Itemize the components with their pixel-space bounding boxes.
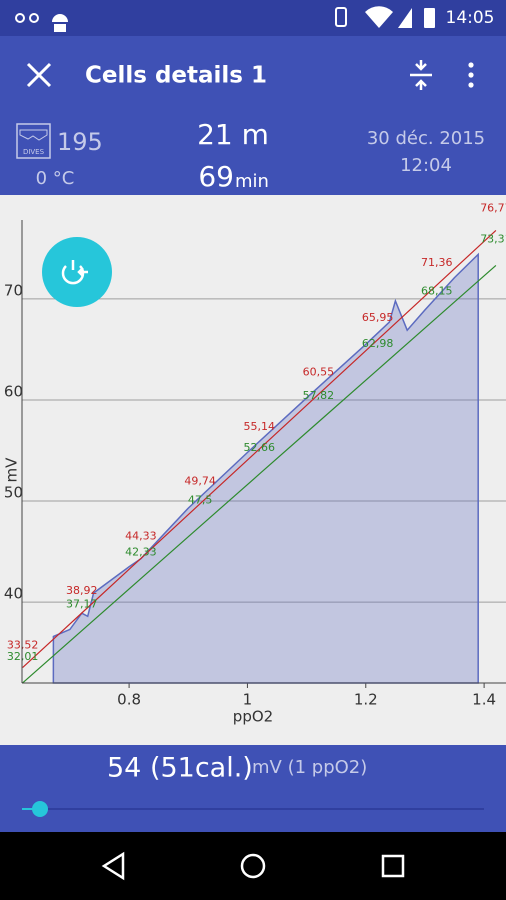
wifi-icon [365, 6, 393, 29]
footer [0, 745, 506, 832]
status-time: 14:05 [446, 8, 495, 28]
value-label: 38,92 [66, 584, 98, 597]
voicemail-icon [15, 13, 25, 23]
value-label: 65,95 [362, 311, 394, 324]
fab-icon [61, 260, 88, 285]
y-axis-label: mV [3, 457, 21, 483]
home-button[interactable] [240, 853, 266, 879]
battery-icon [424, 8, 435, 28]
signal-icon [398, 8, 412, 28]
value-label: 57,82 [303, 389, 335, 402]
x-axis-label: ppO2 [233, 708, 273, 726]
duration: 69 [198, 160, 234, 193]
line [22, 229, 497, 669]
value-label: 76,77 [480, 201, 506, 214]
footer-value: 54 (51cal.) [107, 753, 253, 784]
fab-button[interactable] [42, 237, 112, 307]
toolbar-title: Cells details 1 [85, 63, 267, 89]
vibrate-icon [335, 7, 347, 27]
compress-button[interactable] [410, 60, 432, 90]
value-label: 37,17 [66, 598, 98, 611]
recents-button[interactable] [381, 854, 405, 878]
line [22, 264, 497, 684]
dive-time: 12:04 [400, 155, 452, 176]
value-label: 68,15 [421, 285, 453, 298]
y-tick-label: 60 [4, 382, 23, 400]
slider-thumb[interactable] [32, 801, 48, 817]
close-button[interactable] [26, 62, 52, 88]
x-tick-label: 1.4 [472, 691, 496, 709]
x-tick-label: 1 [243, 691, 253, 709]
menu-button[interactable] [468, 62, 474, 88]
value-label: 62,98 [362, 337, 394, 350]
value-label: 49,74 [184, 475, 216, 488]
depth: 21 m [197, 118, 269, 151]
x-tick-label: 0.8 [117, 691, 141, 709]
footer-unit: mV (1 ppO2) [252, 757, 367, 778]
value-label: 60,55 [303, 365, 335, 378]
back-button[interactable] [101, 851, 125, 881]
dive-icon-graph [19, 129, 48, 141]
dive-date: 30 déc. 2015 [367, 128, 485, 149]
y-tick-label: 40 [4, 585, 23, 603]
x-tick-label: 1.2 [354, 691, 378, 709]
dive-icon-label: DIVES [23, 148, 45, 156]
value-label: 47,5 [188, 493, 213, 506]
value-label: 44,33 [125, 529, 157, 542]
temperature: 0 °C [36, 168, 75, 189]
voicemail-icon [29, 13, 39, 23]
dive-number: 195 [57, 128, 103, 156]
value-label: 73,31 [480, 232, 506, 245]
value-label: 32,01 [7, 650, 39, 663]
value-label: 55,14 [244, 420, 276, 433]
value-label: 52,66 [244, 441, 276, 454]
chart: 40 50 60 70 0.8 1 1.2 1.4 33,52 38,92 44,33 49,74 55… [3, 201, 506, 726]
y-tick-label: 50 [4, 484, 23, 502]
nav-bar [0, 832, 506, 900]
status-bar [0, 0, 506, 36]
value-label: 33,52 [7, 639, 39, 652]
value-label: 71,36 [421, 256, 453, 269]
value-label: 42,33 [125, 546, 157, 559]
dive-icon [16, 123, 51, 159]
y-tick-label: 70 [4, 281, 23, 299]
duration-unit: min [235, 171, 269, 192]
android-icon [52, 14, 68, 32]
